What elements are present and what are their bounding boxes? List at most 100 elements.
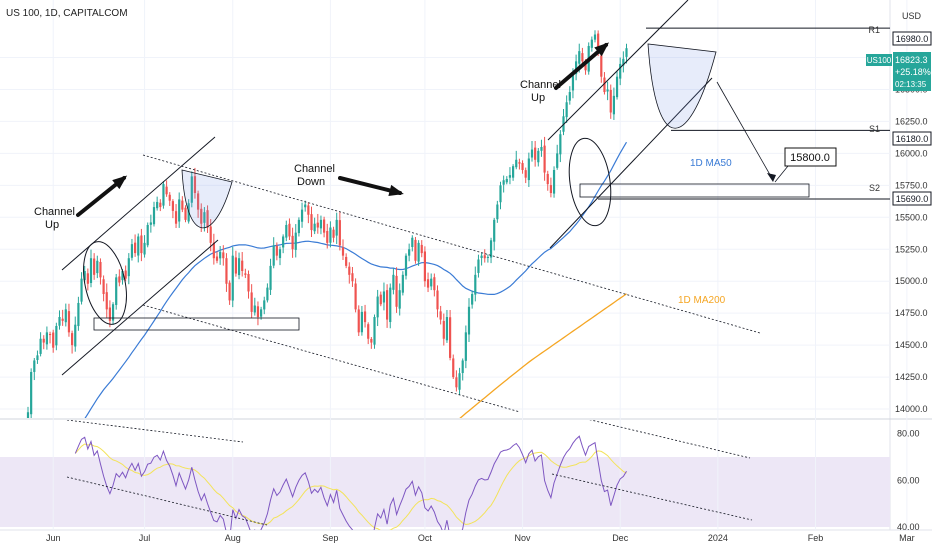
candle-body[interactable] <box>376 296 379 318</box>
candle-body[interactable] <box>471 294 474 305</box>
candle-body[interactable] <box>354 283 357 310</box>
candle-body[interactable] <box>530 149 534 158</box>
candle-body[interactable] <box>565 102 568 118</box>
main-pane[interactable] <box>26 0 890 484</box>
candle-body[interactable] <box>48 334 52 336</box>
candle-body[interactable] <box>392 274 395 290</box>
candle-body[interactable] <box>549 185 552 194</box>
candle-body[interactable] <box>80 278 83 302</box>
candle-body[interactable] <box>108 307 111 321</box>
candle-body[interactable] <box>480 255 483 259</box>
candle-body[interactable] <box>389 287 392 323</box>
candle-body[interactable] <box>430 278 433 287</box>
candle-body[interactable] <box>622 58 625 66</box>
candle-body[interactable] <box>619 63 622 79</box>
candle-body[interactable] <box>575 61 578 75</box>
candle-body[interactable] <box>411 237 414 248</box>
candle-body[interactable] <box>244 273 247 275</box>
candle-body[interactable] <box>477 259 480 273</box>
candle-body[interactable] <box>234 257 237 274</box>
candle-body[interactable] <box>247 274 250 292</box>
candle-body[interactable] <box>338 220 341 246</box>
candle-body[interactable] <box>398 290 401 309</box>
candle-body[interactable] <box>439 311 442 320</box>
candle-body[interactable] <box>212 242 215 259</box>
candle-body[interactable] <box>102 279 105 295</box>
candle-body[interactable] <box>86 273 89 284</box>
candle-body[interactable] <box>534 147 537 160</box>
candle-body[interactable] <box>237 258 241 276</box>
candle-body[interactable] <box>260 309 263 317</box>
candle-body[interactable] <box>559 134 562 155</box>
candle-body[interactable] <box>140 235 143 254</box>
candle-body[interactable] <box>543 145 546 173</box>
candle-body[interactable] <box>420 244 423 254</box>
currency-label[interactable]: USD <box>902 11 922 21</box>
candle-body[interactable] <box>323 219 326 233</box>
candle-body[interactable] <box>319 219 323 229</box>
candle-body[interactable] <box>382 291 386 303</box>
candle-body[interactable] <box>200 208 203 224</box>
candle-body[interactable] <box>615 76 619 98</box>
candle-body[interactable] <box>606 89 609 92</box>
candle-body[interactable] <box>571 75 575 91</box>
candle-body[interactable] <box>278 249 282 259</box>
candle-body[interactable] <box>502 180 505 185</box>
candle-body[interactable] <box>206 210 209 228</box>
candle-body[interactable] <box>326 230 329 243</box>
candle-body[interactable] <box>307 205 310 215</box>
candle-body[interactable] <box>124 270 127 279</box>
candle-body[interactable] <box>461 360 464 374</box>
candle-body[interactable] <box>45 332 48 345</box>
candle-body[interactable] <box>612 95 615 115</box>
candle-body[interactable] <box>351 273 354 282</box>
candle-body[interactable] <box>537 150 540 163</box>
candle-body[interactable] <box>297 219 300 234</box>
candle-body[interactable] <box>578 51 581 64</box>
candle-body[interactable] <box>546 173 549 185</box>
time-axis[interactable]: Jun Jul Aug Sep Oct Nov Dec 2024 Feb Mar <box>46 533 915 543</box>
candle-body[interactable] <box>99 261 102 278</box>
candle-body[interactable] <box>193 176 197 194</box>
candle-body[interactable] <box>58 317 61 326</box>
candle-body[interactable] <box>121 270 124 281</box>
candle-body[interactable] <box>401 274 404 293</box>
candle-body[interactable] <box>609 89 612 113</box>
candle-body[interactable] <box>313 223 316 232</box>
candle-body[interactable] <box>467 306 471 335</box>
candle-body[interactable] <box>493 219 496 242</box>
candle-body[interactable] <box>285 224 288 238</box>
candle-body[interactable] <box>423 251 426 282</box>
candle-body[interactable] <box>505 178 508 183</box>
candle-body[interactable] <box>156 201 159 209</box>
candle-body[interactable] <box>55 325 58 346</box>
candle-body[interactable] <box>111 304 115 321</box>
candle-body[interactable] <box>222 252 225 259</box>
candle-body[interactable] <box>426 279 430 288</box>
candle-body[interactable] <box>215 256 219 261</box>
candle-body[interactable] <box>282 236 285 248</box>
candle-body[interactable] <box>404 255 408 276</box>
candle-body[interactable] <box>348 266 351 275</box>
candle-body[interactable] <box>294 232 297 250</box>
candle-body[interactable] <box>508 175 512 178</box>
candle-body[interactable] <box>568 92 571 101</box>
candle-body[interactable] <box>162 184 165 206</box>
candle-body[interactable] <box>499 185 502 203</box>
candle-body[interactable] <box>178 199 181 222</box>
candle-body[interactable] <box>269 265 272 290</box>
candle-body[interactable] <box>209 226 212 243</box>
candle-body[interactable] <box>395 275 398 307</box>
candle-body[interactable] <box>300 209 304 222</box>
candle-body[interactable] <box>26 412 30 420</box>
candle-body[interactable] <box>89 258 93 284</box>
candle-body[interactable] <box>241 260 244 271</box>
candle-body[interactable] <box>130 244 134 258</box>
candle-body[interactable] <box>316 222 319 228</box>
candle-body[interactable] <box>272 245 275 266</box>
candle-body[interactable] <box>263 300 266 310</box>
candle-body[interactable] <box>288 223 291 237</box>
candles[interactable] <box>26 30 628 426</box>
candle-body[interactable] <box>436 290 439 310</box>
